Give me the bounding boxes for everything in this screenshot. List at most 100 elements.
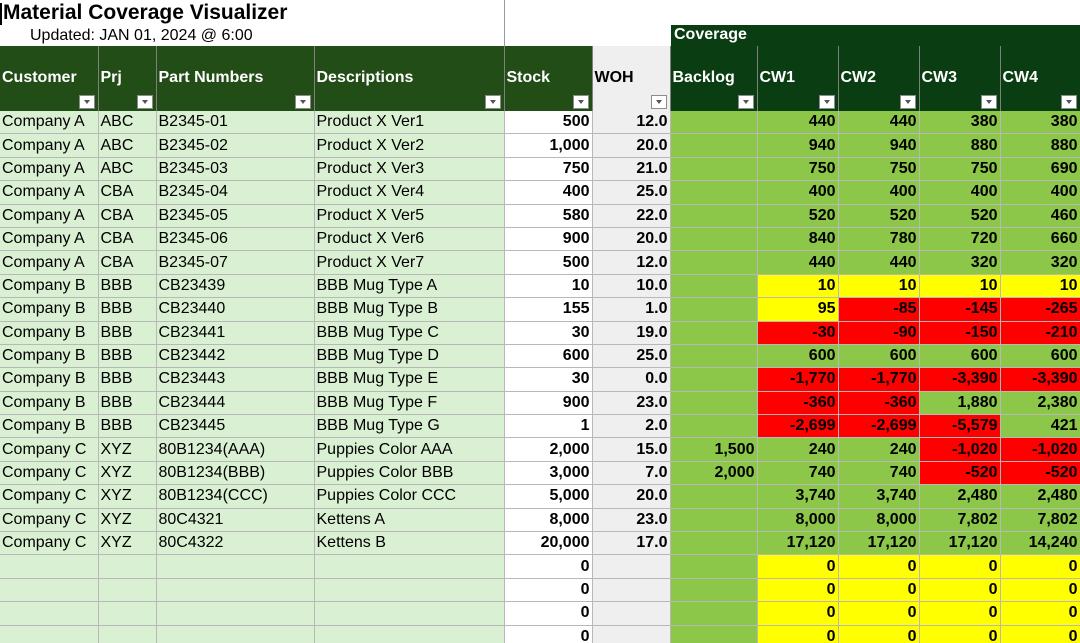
cell-cw3[interactable]: 1,880 <box>919 391 1001 416</box>
cell-backlog[interactable] <box>670 508 758 533</box>
cell-cw3[interactable]: 750 <box>919 157 1001 182</box>
cell-cw3[interactable]: 17,120 <box>919 531 1001 556</box>
cell-cw1[interactable]: 8,000 <box>757 508 839 533</box>
cell-description[interactable]: BBB Mug Type F <box>314 391 505 416</box>
cell-cw1[interactable]: 240 <box>757 437 839 462</box>
header-backlog[interactable]: Backlog <box>670 46 758 111</box>
cell-backlog[interactable] <box>670 578 758 603</box>
header-stock[interactable]: Stock <box>504 46 593 111</box>
cell-prj[interactable]: ABC <box>98 157 157 182</box>
cell-cw3[interactable]: 600 <box>919 344 1001 369</box>
header-cw2[interactable]: CW2 <box>838 46 920 111</box>
cell-prj[interactable] <box>98 601 157 626</box>
cell-stock[interactable]: 750 <box>504 157 593 182</box>
cell-prj[interactable] <box>98 625 157 643</box>
cell-cw3[interactable]: -145 <box>919 297 1001 322</box>
cell-woh[interactable]: 25.0 <box>592 344 671 369</box>
cell-backlog[interactable] <box>670 554 758 579</box>
cell-woh[interactable]: 12.0 <box>592 250 671 275</box>
cell-cw3[interactable]: 2,480 <box>919 484 1001 509</box>
cell-cw3[interactable]: 320 <box>919 250 1001 275</box>
cell-woh[interactable]: 19.0 <box>592 321 671 345</box>
cell-cw1[interactable]: 600 <box>757 344 839 369</box>
cell-prj[interactable]: BBB <box>98 297 157 322</box>
cell-woh[interactable] <box>592 625 671 643</box>
cell-part-number[interactable] <box>156 601 315 626</box>
cell-description[interactable]: Kettens A <box>314 508 505 533</box>
cell-prj[interactable]: ABC <box>98 133 157 158</box>
cell-description[interactable] <box>314 625 505 643</box>
cell-cw4[interactable]: 2,480 <box>1000 484 1080 509</box>
cell-cw3[interactable]: 0 <box>919 578 1001 603</box>
cell-cw4[interactable]: -265 <box>1000 297 1080 322</box>
cell-description[interactable] <box>314 578 505 603</box>
cell-cw4[interactable]: 0 <box>1000 625 1080 643</box>
cell-cw3[interactable]: 880 <box>919 133 1001 158</box>
cell-cw2[interactable]: 750 <box>838 157 920 182</box>
cell-prj[interactable] <box>98 578 157 603</box>
cell-part-number[interactable]: CB23444 <box>156 391 315 416</box>
cell-backlog[interactable]: 1,500 <box>670 437 758 462</box>
cell-stock[interactable]: 30 <box>504 321 593 345</box>
cell-backlog[interactable]: 2,000 <box>670 461 758 486</box>
cell-cw1[interactable]: -30 <box>757 321 839 345</box>
cell-customer[interactable]: Company A <box>0 250 99 275</box>
cell-customer[interactable]: Company B <box>0 321 99 345</box>
cell-cw4[interactable]: 0 <box>1000 601 1080 626</box>
cell-cw2[interactable]: 0 <box>838 625 920 643</box>
header-cw4[interactable]: CW4 <box>1000 46 1080 111</box>
cell-customer[interactable]: Company B <box>0 367 99 392</box>
cell-customer[interactable]: Company C <box>0 437 99 462</box>
cell-customer[interactable]: Company A <box>0 180 99 205</box>
cell-prj[interactable]: CBA <box>98 227 157 252</box>
cell-stock[interactable]: 0 <box>504 601 593 626</box>
cell-prj[interactable]: BBB <box>98 367 157 392</box>
cell-cw1[interactable]: 940 <box>757 133 839 158</box>
header-woh[interactable]: WOH <box>592 46 671 111</box>
header-cw1[interactable]: CW1 <box>757 46 839 111</box>
cell-cw4[interactable]: -1,020 <box>1000 437 1080 462</box>
cell-cw1[interactable]: 0 <box>757 554 839 579</box>
cell-woh[interactable]: 15.0 <box>592 437 671 462</box>
cell-woh[interactable]: 7.0 <box>592 461 671 486</box>
cell-cw3[interactable]: 380 <box>919 111 1001 135</box>
cell-backlog[interactable] <box>670 274 758 299</box>
cell-cw2[interactable]: 440 <box>838 111 920 135</box>
cell-part-number[interactable]: B2345-04 <box>156 180 315 205</box>
cell-backlog[interactable] <box>670 321 758 345</box>
cell-prj[interactable]: BBB <box>98 274 157 299</box>
cell-part-number[interactable]: CB23442 <box>156 344 315 369</box>
cell-part-number[interactable]: B2345-02 <box>156 133 315 158</box>
cell-description[interactable]: BBB Mug Type C <box>314 321 505 345</box>
cell-part-number[interactable]: CB23440 <box>156 297 315 322</box>
cell-cw2[interactable]: 0 <box>838 554 920 579</box>
cell-cw3[interactable]: -150 <box>919 321 1001 345</box>
cell-cw4[interactable]: 400 <box>1000 180 1080 205</box>
cell-cw2[interactable]: 0 <box>838 601 920 626</box>
sheet-title[interactable]: Material Coverage Visualizer <box>3 1 288 24</box>
header-customer[interactable]: Customer <box>0 46 99 111</box>
cell-cw2[interactable]: 17,120 <box>838 531 920 556</box>
cell-cw2[interactable]: 0 <box>838 578 920 603</box>
header-prj[interactable]: Prj <box>98 46 157 111</box>
cell-cw1[interactable]: 0 <box>757 578 839 603</box>
cell-description[interactable]: Product X Ver6 <box>314 227 505 252</box>
cell-description[interactable]: BBB Mug Type G <box>314 414 505 439</box>
cell-cw2[interactable]: 10 <box>838 274 920 299</box>
cell-description[interactable]: Product X Ver3 <box>314 157 505 182</box>
cell-cw2[interactable]: 240 <box>838 437 920 462</box>
cell-cw2[interactable]: 440 <box>838 250 920 275</box>
cell-part-number[interactable]: CB23445 <box>156 414 315 439</box>
cell-cw3[interactable]: -5,579 <box>919 414 1001 439</box>
cell-stock[interactable]: 155 <box>504 297 593 322</box>
cell-cw4[interactable]: -3,390 <box>1000 367 1080 392</box>
cell-cw4[interactable]: 0 <box>1000 578 1080 603</box>
filter-dropdown-icon[interactable] <box>484 95 501 109</box>
cell-description[interactable]: BBB Mug Type D <box>314 344 505 369</box>
cell-stock[interactable]: 20,000 <box>504 531 593 556</box>
cell-prj[interactable]: XYZ <box>98 531 157 556</box>
cell-backlog[interactable] <box>670 625 758 643</box>
cell-prj[interactable]: CBA <box>98 204 157 228</box>
cell-prj[interactable]: ABC <box>98 111 157 135</box>
cell-cw3[interactable]: -3,390 <box>919 367 1001 392</box>
